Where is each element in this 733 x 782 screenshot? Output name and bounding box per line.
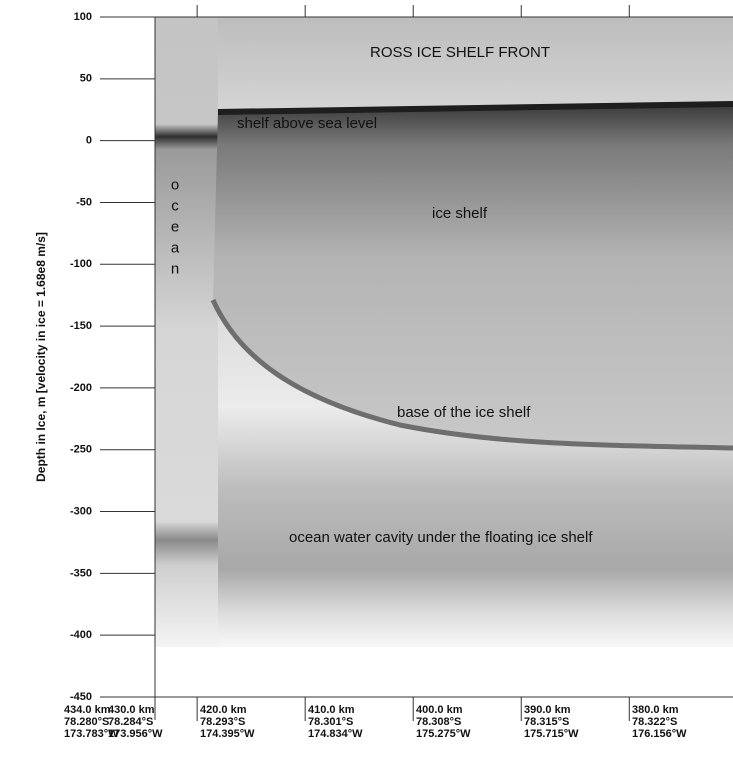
x-tick-label: 176.156°W [632,728,687,740]
annotation: ocean water cavity under the floating ic… [289,529,593,546]
y-tick-label: 0 [86,135,92,147]
x-tick-label: 78.315°S [524,716,569,728]
x-tick-label: 78.322°S [632,716,677,728]
x-tick-label: 78.308°S [416,716,461,728]
x-tick-label: 410.0 km [308,704,355,716]
y-axis-label: Depth in Ice, m [velocity in ice = 1.68e… [34,232,48,482]
x-tick-label: 400.0 km [416,704,463,716]
chart: ROSS ICE SHELF FRONT Depth in Ice, m [ve… [0,0,733,782]
x-tick-label: 173.956°W [108,728,163,740]
x-tick-label: 78.293°S [200,716,245,728]
x-tick-label: 420.0 km [200,704,247,716]
x-tick-label: 174.395°W [200,728,255,740]
y-tick-label: -50 [76,196,92,208]
x-tick-label: 78.280°S [64,716,109,728]
x-tick-label: 175.715°W [524,728,579,740]
x-tick-label: 78.284°S [108,716,153,728]
y-tick-label: -350 [70,567,92,579]
x-tick-label: 434.0 km [64,704,111,716]
y-tick-label: -200 [70,382,92,394]
x-tick-label: 380.0 km [632,704,679,716]
chart-title: ROSS ICE SHELF FRONT [370,44,550,61]
y-tick-label: -250 [70,444,92,456]
x-tick-label: 175.275°W [416,728,471,740]
x-tick-label: 78.301°S [308,716,353,728]
y-tick-label: -150 [70,320,92,332]
x-tick-label: 390.0 km [524,704,571,716]
annotation: base of the ice shelf [397,404,531,421]
y-tick-label: -400 [70,629,92,641]
y-tick-label: 50 [80,73,92,85]
y-tick-label: -450 [70,691,92,703]
annotation: ice shelf [432,205,488,222]
y-tick-label: -300 [70,505,92,517]
annotation: shelf above sea level [237,115,377,132]
y-tick-label: -100 [70,258,92,270]
annotation: ocean [167,177,184,282]
y-tick-label: 100 [74,11,92,23]
x-tick-label: 430.0 km [108,704,155,716]
x-tick-label: 174.834°W [308,728,363,740]
